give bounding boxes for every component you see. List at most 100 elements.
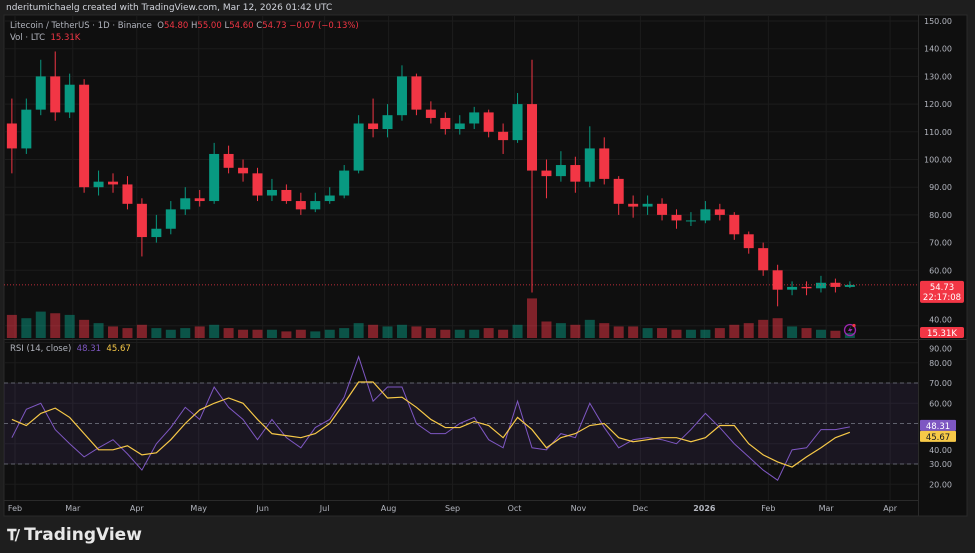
rsi-ma-line (11, 381, 851, 468)
candle-body (382, 115, 393, 130)
volume-bar (79, 319, 90, 338)
volume-bar (64, 314, 75, 338)
candle-body (35, 76, 46, 110)
volume-bar (758, 319, 769, 338)
candle-body (6, 123, 17, 149)
candle-body (122, 184, 133, 204)
candle-body (801, 286, 812, 289)
volume-bar (642, 328, 653, 338)
time-tick-label: Feb (761, 504, 775, 513)
volume-bar (324, 329, 335, 338)
volume-bar (281, 331, 292, 338)
time-tick-label: Mar (819, 504, 835, 513)
candle-body (396, 76, 407, 116)
volume-bar (772, 318, 783, 338)
candle-body (498, 131, 509, 141)
volume-bar (787, 326, 798, 338)
volume-value: 15.31K (50, 33, 81, 43)
price-tick-label: 130.00 (924, 72, 952, 81)
rsi-value: 48.31 (76, 344, 102, 354)
price-axis[interactable]: 150.00 140.00 130.00 120.00 110.00 100.00 90.0… (924, 17, 952, 489)
candle-body (223, 153, 234, 168)
volume-bar (671, 329, 682, 338)
svg-text:45.67: 45.67 (926, 433, 950, 443)
rsi-tick-label: 80.00 (929, 359, 952, 368)
volume-bar (93, 323, 104, 338)
candle-body (180, 198, 191, 210)
rsi-tick-label: 70.00 (929, 379, 952, 388)
volume-bar (714, 328, 725, 338)
symbol-legend[interactable]: Litecoin / TetherUS · 1D · Binance O54.8… (10, 21, 359, 31)
volume-legend[interactable]: Vol · LTC 15.31K (10, 33, 81, 43)
candle-body (628, 203, 639, 207)
volume-bar (136, 324, 147, 338)
candle-body (238, 167, 249, 174)
candle-body (353, 123, 364, 171)
candle-body (440, 117, 451, 130)
candle-body (21, 109, 32, 149)
candle-body (64, 84, 75, 113)
time-tick-label: Jun (255, 504, 269, 513)
time-axis[interactable]: Feb Mar Apr May Jun Jul Aug Sep Oct Nov Dec 2026 Feb… (8, 504, 898, 513)
chart-panel (3, 14, 968, 517)
volume-bar (440, 329, 451, 338)
price-tick-label: 100.00 (924, 156, 952, 165)
time-tick-label: Aug (381, 504, 397, 513)
tradingview-logo[interactable]: 𝐓∕ TradingView (7, 525, 142, 545)
candle-body (599, 148, 610, 179)
volume-bar (425, 328, 436, 338)
candle-body (324, 195, 335, 202)
volume-bar (194, 326, 205, 338)
candle-body (454, 123, 465, 130)
candle-body (787, 286, 798, 290)
volume-bar (396, 324, 407, 338)
volume-bar (151, 328, 162, 338)
close-value: 54.73 (262, 21, 287, 31)
price-tick-label: 60.00 (929, 266, 952, 275)
candle-body (252, 173, 263, 196)
candle-body (815, 282, 826, 289)
rsi-tick-label: 20.00 (929, 480, 952, 489)
candle-body (844, 284, 855, 287)
svg-text:48.31: 48.31 (926, 422, 950, 432)
candle-body (657, 203, 668, 215)
candle-body (570, 165, 581, 182)
candle-body (339, 170, 350, 196)
rsi-tick-label: 60.00 (929, 399, 952, 408)
volume-bar (50, 313, 61, 338)
price-tick-label: 70.00 (929, 239, 952, 248)
candle-body (483, 112, 494, 132)
candle-body (700, 209, 711, 221)
lightning-icon[interactable] (843, 323, 857, 337)
candle-body (541, 170, 552, 177)
candle-body (772, 270, 783, 290)
price-tick-label: 110.00 (924, 128, 952, 137)
candle-body (93, 181, 104, 188)
candle-body (425, 109, 436, 118)
volume-bar (339, 328, 350, 338)
volume-bar (498, 329, 509, 338)
candle-body (584, 148, 595, 182)
candle-body (136, 203, 147, 238)
candle-body (512, 104, 523, 141)
volume-bar (21, 318, 32, 338)
rsi-legend[interactable]: RSI (14, close) 48.31 45.67 (10, 344, 131, 354)
candle-body (555, 165, 566, 177)
volume-bar (815, 329, 826, 338)
change-value: −0.07 (−0.13%) (289, 21, 359, 31)
candle-body (469, 112, 480, 124)
volume-bar (310, 331, 321, 338)
candle-body (266, 189, 277, 196)
volume-bar (628, 326, 639, 338)
grid (4, 15, 918, 500)
volume-bar (657, 328, 668, 338)
volume-bar (555, 323, 566, 338)
rsi-tick-label: 40.00 (929, 446, 952, 455)
volume-bar (483, 328, 494, 338)
time-tick-label: May (190, 504, 207, 513)
candle-body (281, 189, 292, 202)
time-tick-label: Dec (633, 504, 648, 513)
candle-body (310, 201, 321, 210)
price-tick-label: 90.00 (929, 183, 952, 192)
